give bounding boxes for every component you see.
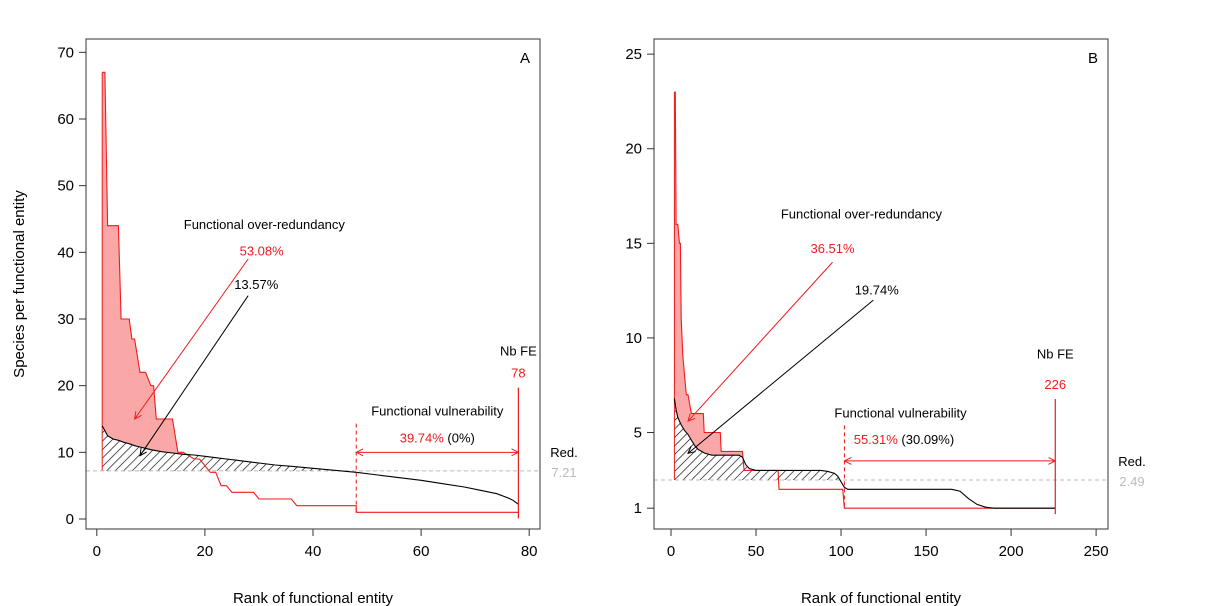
nbfe-value: 226 xyxy=(1044,377,1066,392)
red-series-line xyxy=(102,71,519,513)
panel-label: A xyxy=(520,50,530,67)
over-redundancy-title: Functional over-redundancy xyxy=(184,217,346,232)
over-redundancy-title: Functional over-redundancy xyxy=(781,207,943,222)
x-tick-label: 0 xyxy=(667,543,675,560)
x-tick-label: 100 xyxy=(829,543,854,560)
panel-label: B xyxy=(1088,50,1098,67)
panel-a: 0 10 20 30 40 50 60 70 0 20 40 60 80 A Red. 7.21 Functio… xyxy=(57,38,578,560)
y-tick-label: 15 xyxy=(625,235,642,252)
x-tick-label: 200 xyxy=(999,543,1024,560)
nbfe-label: Nb FE xyxy=(1037,347,1074,362)
vulnerability-pct-text: 39.74% (0%) xyxy=(400,430,475,445)
y-tick-label: 10 xyxy=(57,444,74,461)
vulnerability-red-pct: 39.74% xyxy=(400,430,448,445)
x-tick-label: 250 xyxy=(1084,543,1109,560)
over-redundancy-black-pct: 13.57% xyxy=(234,277,279,292)
nbfe-label: Nb FE xyxy=(500,344,537,359)
x-tick-label: 80 xyxy=(521,543,538,560)
y-tick-label: 60 xyxy=(57,111,74,128)
over-redundancy-black-arrow xyxy=(688,299,874,453)
red-series-line xyxy=(674,91,1056,509)
redundancy-value: 2.49 xyxy=(1119,474,1144,489)
over-redundancy-black-pct: 19.74% xyxy=(855,282,900,297)
over-redundancy-hatched-area xyxy=(102,425,519,471)
over-redundancy-red-area xyxy=(102,72,519,471)
redundancy-value: 7.21 xyxy=(551,465,576,480)
x-tick-label: 60 xyxy=(413,543,430,560)
y-tick-label: 40 xyxy=(57,244,74,261)
vulnerability-title: Functional vulnerability xyxy=(834,405,967,420)
nbfe-value: 78 xyxy=(511,366,525,381)
y-tick-label: 5 xyxy=(634,425,642,442)
y-tick-label: 25 xyxy=(625,46,642,63)
x-tick-label: 40 xyxy=(305,543,322,560)
over-redundancy-red-arrow xyxy=(688,261,833,421)
over-redundancy-red-area xyxy=(674,92,1056,480)
vulnerability-black-pct: (30.09%) xyxy=(901,432,954,447)
vulnerability-red-pct: 55.31% xyxy=(854,432,902,447)
y-tick-label: 1 xyxy=(634,500,642,517)
over-redundancy-black-arrow xyxy=(140,295,249,456)
redundancy-label: Red. xyxy=(550,445,577,460)
y-axis-label: Species per functional entity xyxy=(11,190,28,378)
over-redundancy-hatched-area xyxy=(674,398,1056,480)
y-tick-label: 50 xyxy=(57,178,74,195)
x-tick-label: 0 xyxy=(93,543,101,560)
y-tick-label: 10 xyxy=(625,330,642,347)
over-redundancy-red-pct: 53.08% xyxy=(240,244,285,259)
x-tick-label: 50 xyxy=(748,543,765,560)
y-tick-label: 0 xyxy=(66,511,74,528)
over-redundancy-red-arrow xyxy=(135,258,249,419)
vulnerability-black-pct: (0%) xyxy=(447,430,474,445)
black-series-line xyxy=(673,398,1056,509)
y-tick-label: 20 xyxy=(625,141,642,158)
x-tick-label: 150 xyxy=(914,543,939,560)
y-tick-label: 20 xyxy=(57,378,74,395)
y-tick-label: 30 xyxy=(57,311,74,328)
vulnerability-pct-text: 55.31% (30.09%) xyxy=(854,432,954,447)
x-axis-label-a: Rank of functional entity xyxy=(233,590,394,606)
over-redundancy-red-pct: 36.51% xyxy=(810,241,855,256)
x-axis-label-b: Rank of functional entity xyxy=(801,590,962,606)
redundancy-label: Red. xyxy=(1118,454,1145,469)
y-tick-label: 70 xyxy=(57,44,74,61)
plot-frame xyxy=(653,38,1109,530)
x-tick-label: 20 xyxy=(197,543,214,560)
vulnerability-title: Functional vulnerability xyxy=(371,404,504,419)
black-series-line xyxy=(101,425,519,505)
